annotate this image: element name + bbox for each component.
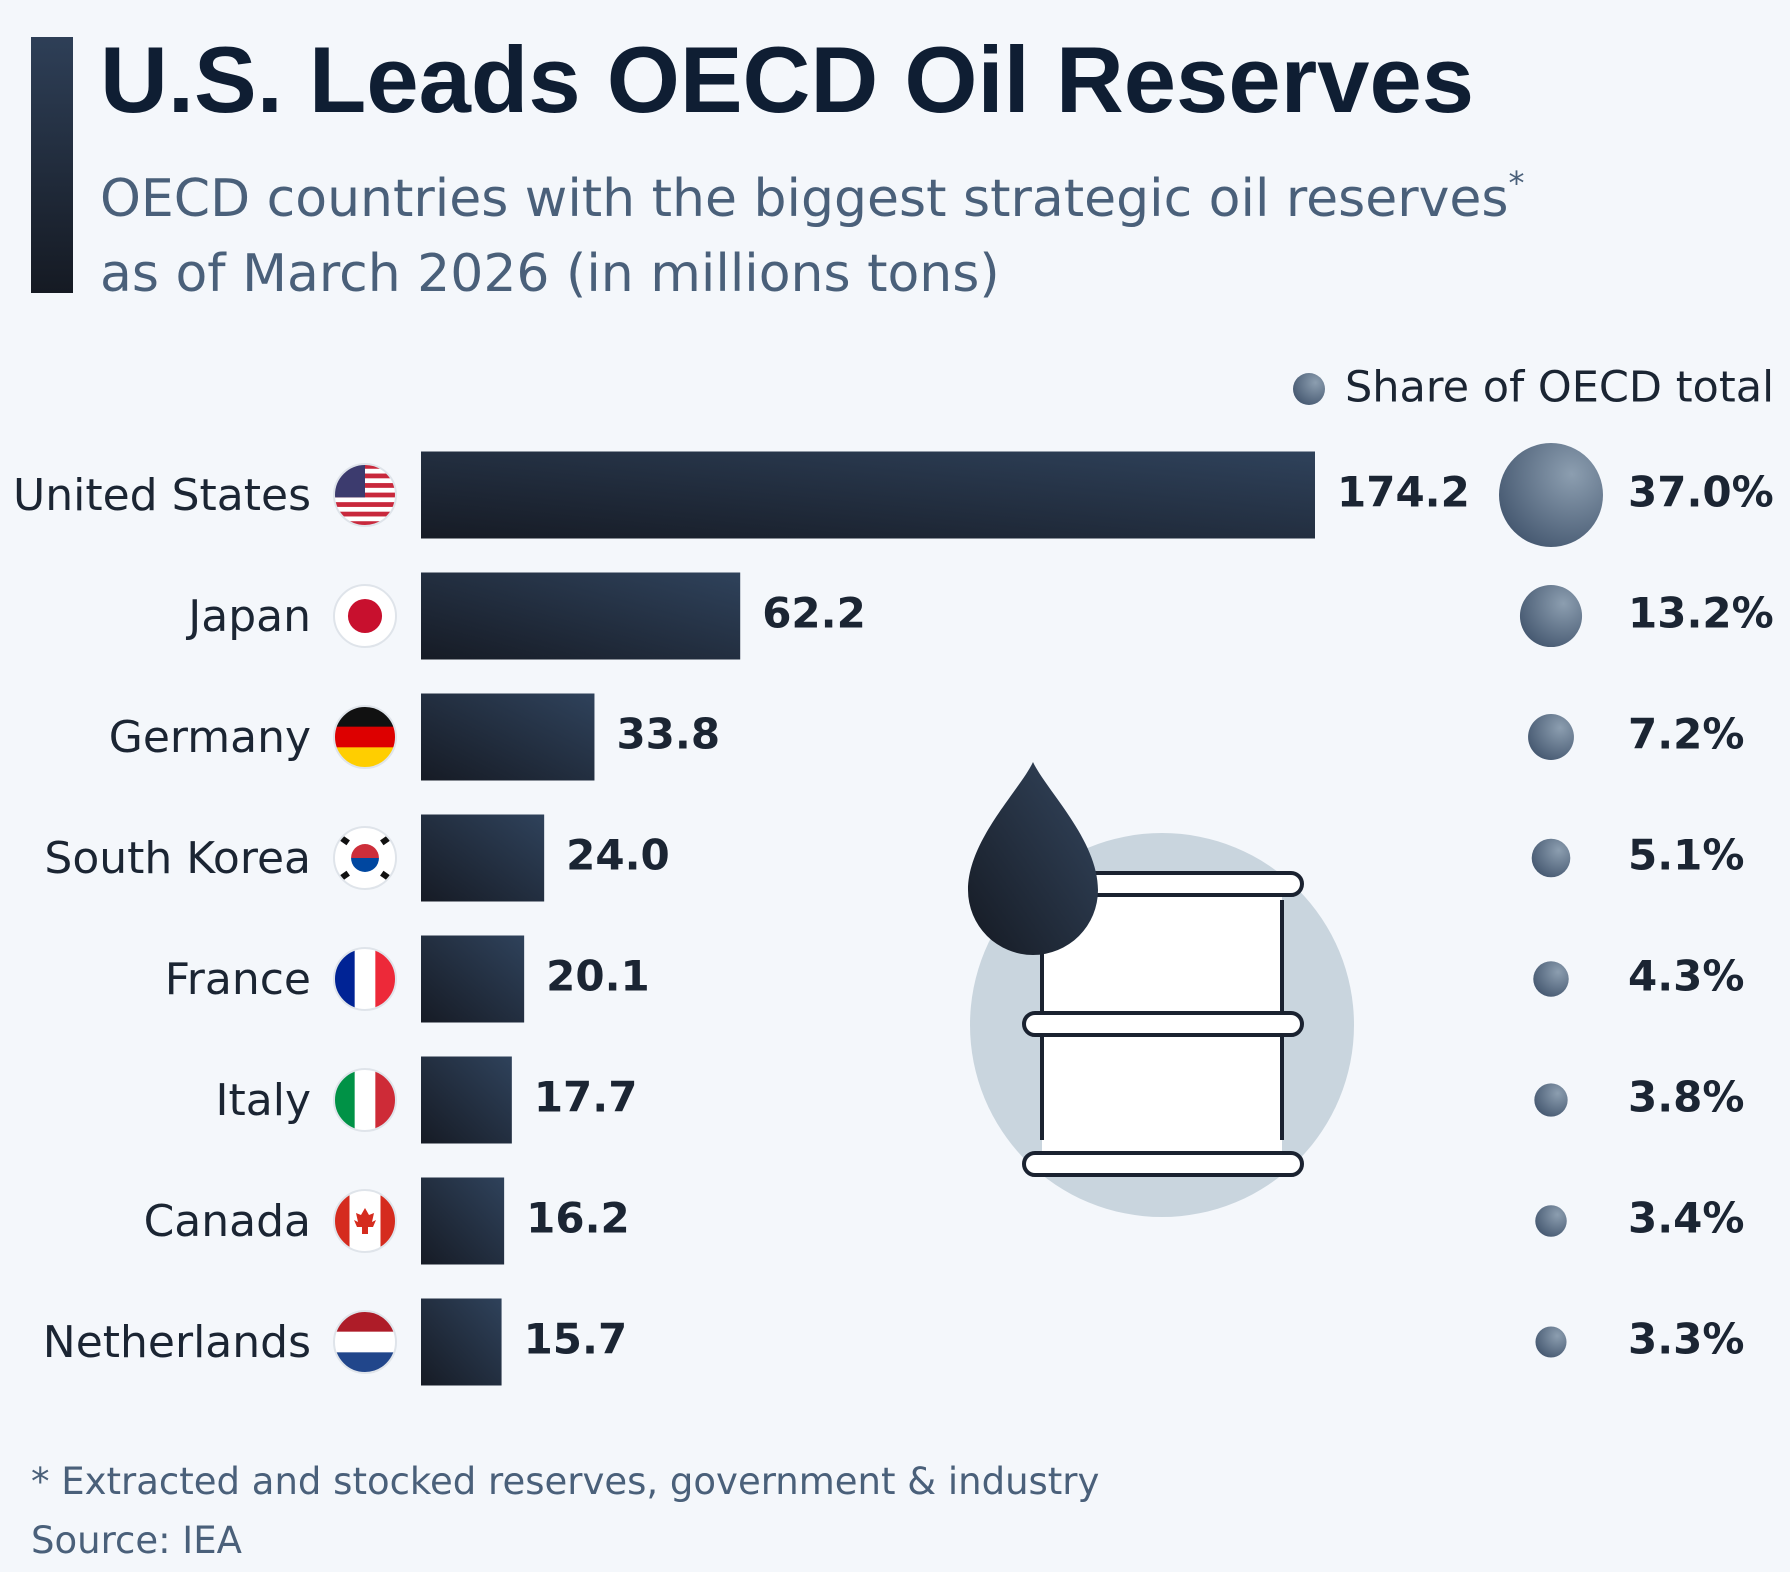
category-label: South Korea: [44, 833, 311, 884]
flag-ring: [333, 705, 397, 769]
flag-part: [347, 598, 383, 634]
flag-part: [351, 844, 379, 858]
flag-part: [354, 1069, 376, 1131]
value-label: 20.1: [546, 952, 650, 1001]
chart-title: U.S. Leads OECD Oil Reserves: [100, 27, 1474, 132]
share-label: 37.0%: [1628, 468, 1774, 517]
flag-part: [334, 506, 396, 513]
category-label: Germany: [109, 712, 311, 763]
flag-part: [354, 1208, 376, 1234]
value-label: 62.2: [762, 589, 866, 638]
category-label: Netherlands: [43, 1317, 311, 1368]
flag-part: [334, 948, 356, 1010]
flag-part: [365, 1190, 381, 1252]
share-bubble: [1519, 584, 1583, 648]
bar: [421, 693, 595, 781]
value-label: 15.7: [524, 1315, 628, 1364]
flag-part: [334, 502, 396, 508]
category-label: Japan: [185, 591, 311, 642]
flag-ring: [333, 1189, 397, 1253]
category-label: United States: [13, 470, 311, 521]
category-label: Italy: [216, 1075, 311, 1126]
flag: [334, 464, 396, 526]
share-bubble: [1499, 443, 1603, 547]
flag-ring: [333, 947, 397, 1011]
share-label: 7.2%: [1628, 710, 1744, 759]
subtitle-line: as of March 2026 (in millions tons): [100, 244, 1000, 304]
value-label: 17.7: [534, 1073, 638, 1122]
subtitle-line: OECD countries with the biggest strategi…: [100, 169, 1508, 229]
flag-part: [334, 1311, 396, 1333]
flag-part: [334, 521, 396, 526]
share-bubble: [1533, 961, 1569, 997]
share-label: 3.3%: [1628, 1315, 1744, 1364]
flag-part: [334, 1331, 396, 1353]
share-bubble: [1531, 838, 1571, 878]
flag-ring: [333, 584, 397, 648]
flag-ring: [333, 826, 397, 890]
flag-part: [334, 706, 396, 728]
flag-part: [334, 511, 396, 517]
share-label: 3.4%: [1628, 1194, 1744, 1243]
category-label: Canada: [144, 1196, 311, 1247]
bar: [421, 1177, 505, 1265]
share-label: 3.8%: [1628, 1073, 1744, 1122]
legend-label: Share of OECD total: [1345, 363, 1774, 413]
flag-ring: [333, 463, 397, 527]
share-label: 5.1%: [1628, 831, 1744, 880]
bar: [421, 572, 741, 660]
flag-ring: [333, 1310, 397, 1374]
value-label: 33.8: [616, 710, 720, 759]
legend-marker: [1293, 373, 1325, 405]
subtitle-mark: *: [1508, 164, 1524, 202]
flag-part: [334, 497, 396, 503]
source: Source: IEA: [31, 1519, 242, 1562]
share-bubble: [1528, 714, 1574, 760]
flag-ring: [333, 1068, 397, 1132]
category-label: France: [165, 954, 311, 1005]
bar: [421, 935, 525, 1023]
share-bubble: [1535, 1326, 1567, 1358]
bar: [421, 814, 545, 902]
flag-part: [334, 726, 396, 748]
share-label: 4.3%: [1628, 952, 1744, 1001]
flag-part: [349, 1190, 366, 1252]
flag: [334, 585, 396, 647]
flag-part: [354, 948, 376, 1010]
share-label: 13.2%: [1628, 589, 1774, 638]
title-accent: [31, 37, 73, 293]
barrel-icon: [968, 762, 1354, 1217]
value-label: 24.0: [566, 831, 670, 880]
value-label: 16.2: [526, 1194, 630, 1243]
bar: [421, 451, 1315, 539]
value-label: 174.2: [1337, 468, 1470, 517]
bar: [421, 1056, 512, 1144]
share-bubble: [1535, 1205, 1567, 1237]
flag-part: [351, 858, 379, 872]
bar: [421, 1298, 502, 1386]
flag-part: [334, 1069, 356, 1131]
footnote: * Extracted and stocked reserves, govern…: [31, 1460, 1099, 1503]
share-bubble: [1534, 1083, 1568, 1117]
flag-part: [334, 516, 396, 522]
flag: [334, 827, 396, 889]
subtitle: OECD countries with the biggest strategi…: [100, 164, 1524, 229]
